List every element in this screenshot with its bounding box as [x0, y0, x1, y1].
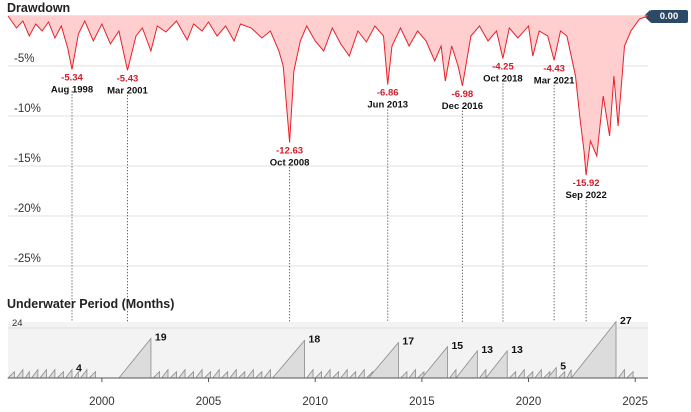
y-tick-label: -5%	[14, 53, 34, 65]
annotation-date: Sep 2022	[566, 190, 607, 201]
drawdown-title: Drawdown	[7, 1, 71, 15]
underwater-peak-label: 18	[309, 334, 321, 346]
annotation-value: -15.92	[573, 178, 600, 189]
underwater-peak-label: 17	[402, 336, 414, 348]
x-tick-label: 2010	[302, 396, 328, 408]
underwater-peak-label: 13	[511, 344, 523, 356]
annotation-value: -6.86	[377, 88, 399, 99]
underwater-peak-label: 5	[560, 361, 566, 373]
annotation-date: Aug 1998	[51, 84, 93, 95]
annotation-value: -12.63	[276, 145, 303, 156]
annotation-date: Mar 2001	[107, 85, 148, 96]
annotation-value: -4.25	[492, 62, 514, 73]
annotation-date: Oct 2008	[270, 157, 310, 168]
annotation-date: Mar 2021	[534, 75, 575, 86]
annotation-date: Oct 2018	[483, 74, 523, 85]
underwater-peak-label: 19	[155, 331, 167, 343]
x-tick-label: 2005	[196, 396, 222, 408]
x-tick-label: 2025	[622, 396, 648, 408]
annotation-value: -6.98	[452, 89, 474, 100]
y-tick-label: -15%	[14, 153, 41, 165]
underwater-peak-label: 4	[76, 363, 82, 375]
underwater-title: Underwater Period (Months)	[7, 297, 175, 311]
uw-max-label: 24	[12, 318, 23, 329]
drawdown-area	[8, 16, 648, 176]
x-tick-label: 2015	[409, 396, 435, 408]
annotation-date: Dec 2016	[442, 101, 483, 112]
annotation-value: -5.43	[117, 73, 139, 84]
x-tick-label: 2020	[516, 396, 542, 408]
annotation-date: Jun 2013	[367, 100, 408, 111]
y-tick-label: -25%	[14, 253, 41, 265]
underwater-peak-label: 13	[481, 344, 493, 356]
drawdown-line	[7, 15, 649, 176]
underwater-peak-label: 27	[620, 315, 632, 327]
y-tick-label: -20%	[14, 203, 41, 215]
underwater-peak-label: 15	[451, 340, 463, 352]
annotation-value: -4.43	[543, 63, 565, 74]
x-tick-label: 2000	[89, 396, 115, 408]
y-tick-label: -10%	[14, 103, 41, 115]
underwater-background	[8, 322, 648, 378]
annotation-value: -5.34	[61, 72, 83, 83]
